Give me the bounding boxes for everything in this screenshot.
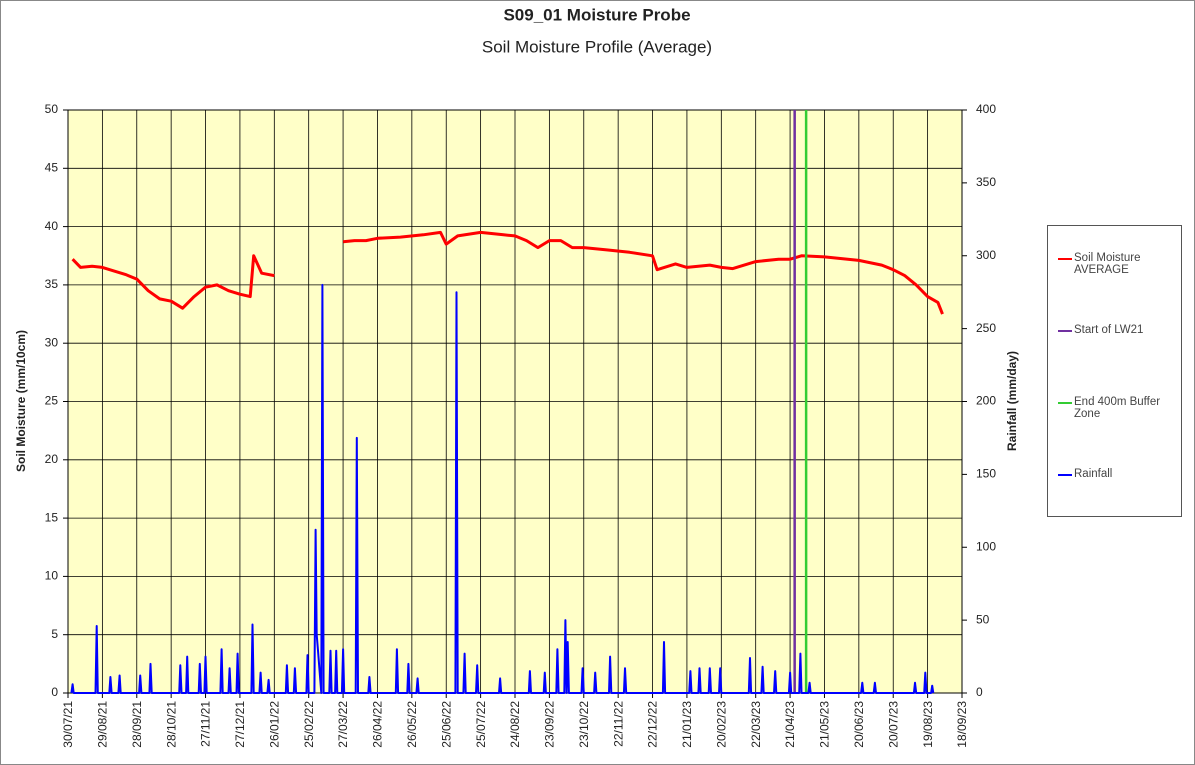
y2-axis-label: Rainfall (mm/day) (1005, 351, 1019, 451)
x-tick-label: 26/05/22 (405, 701, 419, 748)
legend-entry: Soil Moisture AVERAGE (1058, 252, 1178, 276)
x-tick-label: 19/08/23 (921, 701, 935, 748)
x-tick-label: 30/07/21 (61, 701, 75, 748)
x-tick-label: 25/02/22 (302, 701, 316, 748)
y2-tick-label: 150 (976, 467, 996, 481)
legend-label: Soil Moisture AVERAGE (1074, 252, 1141, 276)
x-tick-label: 23/09/22 (543, 701, 557, 748)
x-tick-label: 23/10/22 (577, 701, 591, 748)
legend-swatch (1058, 258, 1072, 260)
y-tick-label: 0 (51, 685, 58, 699)
x-tick-label: 27/11/21 (199, 701, 213, 747)
legend-swatch (1058, 330, 1072, 332)
y2-tick-label: 100 (976, 539, 996, 553)
y-axis-label: Soil Moisture (mm/10cm) (14, 330, 28, 472)
x-tick-label: 18/09/23 (955, 701, 969, 748)
x-tick-label: 22/11/22 (611, 701, 625, 747)
legend: Soil Moisture AVERAGE Start of LW21 End 40… (1047, 225, 1182, 517)
x-tick-label: 22/12/22 (646, 701, 660, 748)
x-tick-label: 28/09/21 (130, 701, 144, 748)
legend-swatch (1058, 474, 1072, 476)
x-tick-label: 26/01/22 (267, 701, 281, 748)
x-tick-label: 24/08/22 (508, 701, 522, 748)
data-line (70, 283, 935, 694)
y2-tick-label: 50 (976, 612, 990, 626)
y2-tick-label: 400 (976, 102, 996, 116)
y2-tick-label: 200 (976, 394, 996, 408)
legend-label: Rainfall (1074, 468, 1113, 480)
y-tick-label: 15 (45, 510, 59, 524)
y-tick-label: 5 (51, 627, 58, 641)
y2-tick-label: 250 (976, 321, 996, 335)
x-tick-label: 20/02/23 (714, 701, 728, 748)
chart-title: S09_01 Moisture Probe (503, 5, 690, 24)
x-tick-label: 25/07/22 (474, 701, 488, 748)
x-tick-label: 21/05/23 (818, 701, 832, 748)
y-tick-label: 10 (45, 569, 59, 583)
y-tick-label: 30 (45, 335, 59, 349)
y-tick-label: 45 (45, 160, 59, 174)
y-tick-label: 25 (45, 394, 59, 408)
x-tick-label: 21/04/23 (783, 701, 797, 748)
y2-tick-label: 300 (976, 248, 996, 262)
y2-tick-label: 350 (976, 175, 996, 189)
y-tick-label: 35 (45, 277, 59, 291)
data-line (71, 230, 944, 315)
y-tick-label: 50 (45, 102, 59, 116)
legend-entry: Start of LW21 (1058, 324, 1178, 336)
legend-entry: Rainfall (1058, 468, 1178, 480)
x-tick-label: 27/12/21 (233, 701, 247, 748)
x-tick-label: 20/07/23 (886, 701, 900, 748)
chart-subtitle: Soil Moisture Profile (Average) (482, 37, 712, 56)
x-tick-label: 25/06/22 (439, 701, 453, 748)
legend-label: End 400m Buffer Zone (1074, 396, 1161, 420)
x-tick-label: 27/03/22 (336, 701, 350, 748)
y-tick-label: 20 (45, 452, 59, 466)
legend-entry: End 400m Buffer Zone (1058, 396, 1178, 420)
x-tick-label: 29/08/21 (96, 701, 110, 748)
x-tick-label: 20/06/23 (852, 701, 866, 748)
x-tick-label: 21/01/23 (680, 701, 694, 748)
y-tick-label: 40 (45, 219, 59, 233)
x-tick-label: 22/03/23 (749, 701, 763, 748)
x-tick-label: 28/10/21 (164, 701, 178, 748)
x-tick-label: 26/04/22 (371, 701, 385, 748)
legend-swatch (1058, 402, 1072, 404)
y2-tick-label: 0 (976, 685, 983, 699)
legend-label: Start of LW21 (1074, 324, 1144, 336)
